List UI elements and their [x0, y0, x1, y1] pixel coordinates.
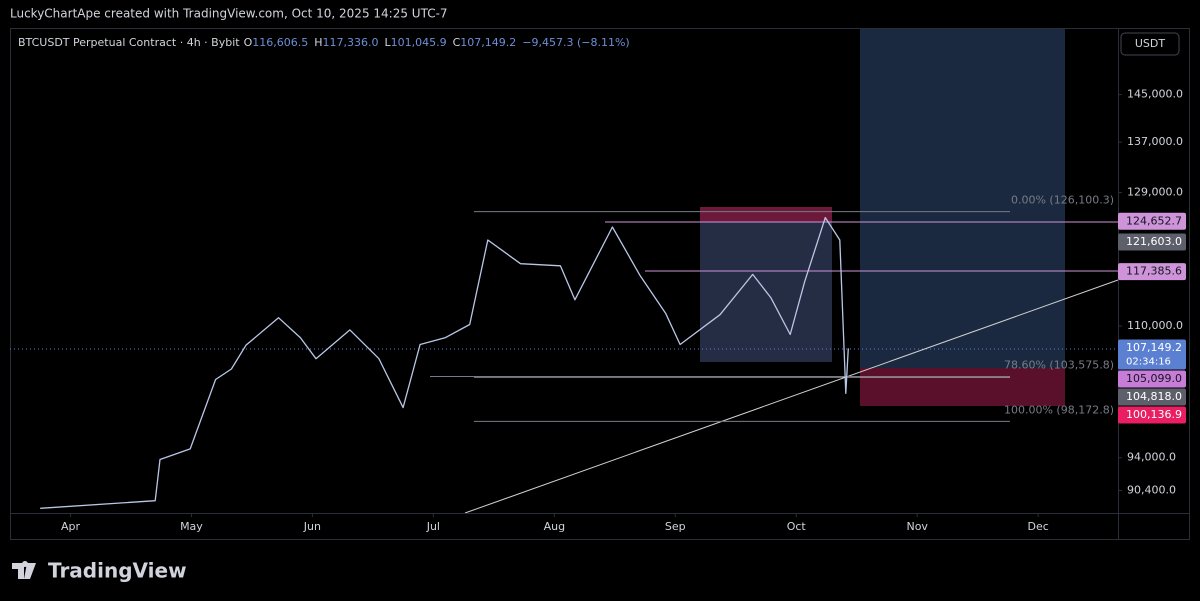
price-tag	[1118, 212, 1186, 230]
ohlc-value: 116,606.5	[252, 36, 308, 49]
x-tick-label: Jun	[303, 520, 321, 533]
price-tag	[1118, 388, 1186, 406]
symbol: BTCUSDT Perpetual Contract · 4h · Bybit	[18, 36, 240, 49]
logo-mark	[12, 560, 36, 579]
x-tick-label: Apr	[61, 520, 81, 533]
price-tag-label: 104,818.0	[1126, 390, 1182, 403]
price-tag	[1118, 370, 1186, 388]
y-tick-label: 129,000.0	[1127, 186, 1183, 199]
y-tick-label: 145,000.0	[1127, 88, 1183, 101]
x-tick-label: Sep	[665, 520, 686, 533]
ohlc-key: O	[244, 36, 253, 49]
x-tick-label: May	[180, 520, 203, 533]
price-tag-label: 121,603.0	[1126, 235, 1182, 248]
trend-line	[464, 279, 1119, 514]
brand: TradingView	[48, 559, 187, 583]
x-tick-label: Oct	[787, 520, 807, 533]
range-box	[700, 207, 832, 362]
attribution: LuckyChartApe created with TradingView.c…	[10, 7, 448, 21]
price-tag-label: 105,099.0	[1126, 372, 1182, 385]
y-tick-label: 94,000.0	[1127, 451, 1176, 464]
fib-label: 0.00% (126,100.3)	[1011, 194, 1114, 207]
fib-label: 78.60% (103,575.8)	[1004, 358, 1114, 371]
long-position-stop	[860, 368, 1065, 406]
price-tag	[1118, 339, 1186, 370]
currency-label: USDT	[1135, 37, 1166, 50]
x-tick-label: Dec	[1028, 520, 1049, 533]
ohlc-key: L	[384, 36, 391, 49]
symbol-legend: BTCUSDT Perpetual Contract · 4h · Bybit O…	[18, 36, 630, 49]
ohlc-key: C	[453, 36, 461, 49]
ohlc-value: 117,336.0	[323, 36, 379, 49]
price-tag-label: 124,652.7	[1126, 214, 1182, 227]
price-tag	[1118, 233, 1186, 251]
x-tick-label: Jul	[426, 520, 440, 533]
ohlc-key: H	[314, 36, 322, 49]
price-tag-label: 107,149.2	[1126, 341, 1182, 354]
change: −9,457.3 (−8.11%)	[522, 36, 629, 49]
range-box-top	[700, 207, 832, 222]
fib-label: 100.00% (98,172.8)	[1004, 403, 1114, 416]
x-tick-label: Aug	[544, 520, 565, 533]
tradingview-logo	[12, 560, 36, 579]
ohlc-value: 107,149.2	[460, 36, 516, 49]
price-line	[40, 216, 849, 509]
currency-button[interactable]	[1120, 32, 1180, 56]
price-tag-label: 117,385.6	[1126, 265, 1182, 278]
y-tick-label: 110,000.0	[1127, 319, 1183, 332]
ohlc-value: 101,045.9	[391, 36, 447, 49]
price-tag-label: 100,136.9	[1126, 408, 1182, 421]
countdown: 02:34:16	[1126, 357, 1171, 368]
y-tick-label: 90,400.0	[1127, 483, 1176, 496]
price-tag	[1118, 263, 1186, 281]
x-tick-label: Nov	[906, 520, 928, 533]
price-tag	[1118, 406, 1186, 424]
y-tick-label: 137,000.0	[1127, 135, 1183, 148]
